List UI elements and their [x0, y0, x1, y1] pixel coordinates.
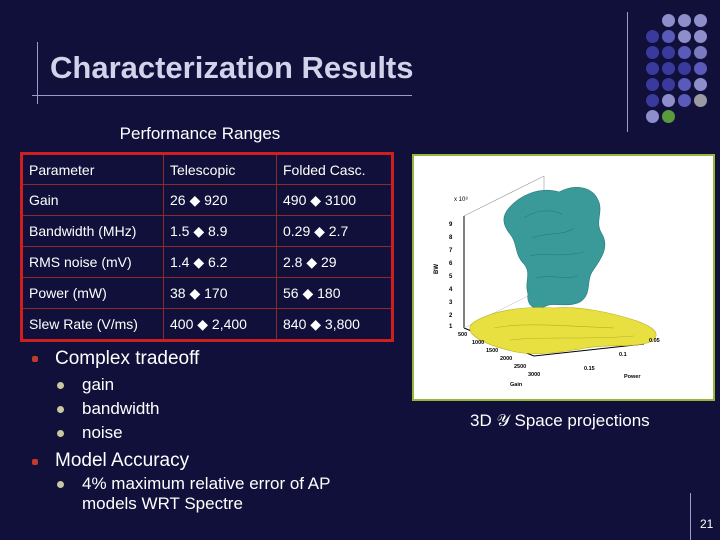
table-header-row: Parameter Telescopic Folded Casc.	[21, 153, 393, 185]
sub-bullet-bandwidth: bandwidth	[82, 399, 160, 418]
table-cell: RMS noise (mV)	[21, 246, 164, 278]
gain-axis-label: Gain	[510, 382, 523, 388]
gain-tick-label: 1000	[472, 340, 484, 346]
gain-tick-label: 3000	[528, 372, 540, 378]
table-cell: 2.8 ◆ 29	[276, 246, 393, 278]
table-cell: 840 ◆ 3,800	[276, 308, 393, 341]
power-tick-label: 0.1	[619, 352, 627, 358]
title-underline	[32, 95, 412, 96]
performance-table: Parameter Telescopic Folded Casc. Gain 2…	[20, 152, 394, 342]
sub-bullet-marker-icon	[57, 481, 64, 488]
figure-caption: 3D 𝒴 Space projections	[470, 411, 650, 430]
z-tick-label: 2	[449, 313, 453, 319]
3d-plot-figure: x 10⁸ 9 8 7 6 5 4 3 2 1 BW 500 1000 1500	[412, 154, 715, 401]
table-row: Slew Rate (V/ms) 400 ◆ 2,400 840 ◆ 3,800	[21, 308, 393, 341]
z-tick-label: 7	[449, 248, 453, 254]
title-left-rule	[37, 42, 38, 104]
power-axis-label: Power	[624, 374, 641, 380]
table-cell: 26 ◆ 920	[163, 184, 277, 216]
table-subtitle: Performance Ranges	[119, 124, 281, 143]
sub-bullet-noise: noise	[82, 423, 123, 442]
back-edge-line	[463, 175, 545, 217]
table-cell: Power (mW)	[21, 277, 164, 309]
bullet-complex-tradeoff: Complex tradeoff	[55, 348, 200, 369]
table-cell: 1.4 ◆ 6.2	[163, 246, 277, 278]
3d-plot-svg: x 10⁸ 9 8 7 6 5 4 3 2 1 BW 500 1000 1500	[434, 175, 660, 388]
power-axis-line	[533, 343, 645, 357]
table-row: Power (mW) 38 ◆ 170 56 ◆ 180	[21, 277, 393, 309]
bandwidth-surface-yellow	[469, 307, 657, 354]
table-header-cell: Telescopic	[163, 153, 277, 185]
page-number: 21	[700, 517, 714, 531]
sub-bullet-marker-icon	[57, 406, 64, 413]
table-row: Bandwidth (MHz) 1.5 ◆ 8.9 0.29 ◆ 2.7	[21, 215, 393, 247]
z-tick-label: 9	[449, 222, 453, 228]
bullet-marker-icon	[32, 356, 38, 362]
table-row: RMS noise (mV) 1.4 ◆ 6.2 2.8 ◆ 29	[21, 246, 393, 278]
table-cell: 0.29 ◆ 2.7	[276, 215, 393, 247]
power-tick-label: 0.15	[584, 366, 595, 372]
page-number-rule	[690, 493, 691, 540]
gain-tick-label: 2500	[514, 364, 526, 370]
z-tick-label: 8	[449, 235, 453, 241]
z-tick-label: 5	[449, 274, 453, 280]
table-cell: 38 ◆ 170	[163, 277, 277, 309]
sub-bullet-accuracy-line2: models WRT Spectre	[82, 494, 243, 513]
table-cell: 1.5 ◆ 8.9	[163, 215, 277, 247]
power-tick-label: 0.05	[649, 338, 660, 344]
table-cell: 56 ◆ 180	[276, 277, 393, 309]
z-tick-label: 6	[449, 261, 453, 267]
table-cell: Gain	[21, 184, 164, 216]
table-header-cell: Folded Casc.	[276, 153, 393, 185]
table-cell: 490 ◆ 3100	[276, 184, 393, 216]
z-tick-label: 3	[449, 300, 453, 306]
gain-tick-label: 500	[458, 332, 467, 338]
table-cell: 400 ◆ 2,400	[163, 308, 277, 341]
bullet-marker-icon	[32, 459, 38, 465]
z-exponent-label: x 10⁸	[454, 196, 468, 203]
dots-divider-rule	[627, 12, 628, 132]
table-header-cell: Parameter	[21, 153, 164, 185]
z-axis-label: BW	[434, 264, 440, 274]
z-tick-label: 1	[449, 324, 453, 330]
table-cell: Bandwidth (MHz)	[21, 215, 164, 247]
decorative-dot-grid	[640, 14, 720, 124]
sub-bullet-gain: gain	[82, 375, 115, 394]
gain-tick-label: 2000	[500, 356, 512, 362]
sub-bullet-marker-icon	[57, 430, 64, 437]
sub-bullet-accuracy-line1: 4% maximum relative error of AP	[82, 474, 331, 493]
gain-tick-label: 1500	[486, 348, 498, 354]
slide-title: Characterization Results	[50, 50, 414, 85]
table-cell: Slew Rate (V/ms)	[21, 308, 164, 341]
table-row: Gain 26 ◆ 920 490 ◆ 3100	[21, 184, 393, 216]
z-tick-label: 4	[449, 287, 453, 293]
bandwidth-surface-cyan	[503, 187, 606, 309]
sub-bullet-marker-icon	[57, 382, 64, 389]
bullet-model-accuracy: Model Accuracy	[55, 450, 190, 471]
